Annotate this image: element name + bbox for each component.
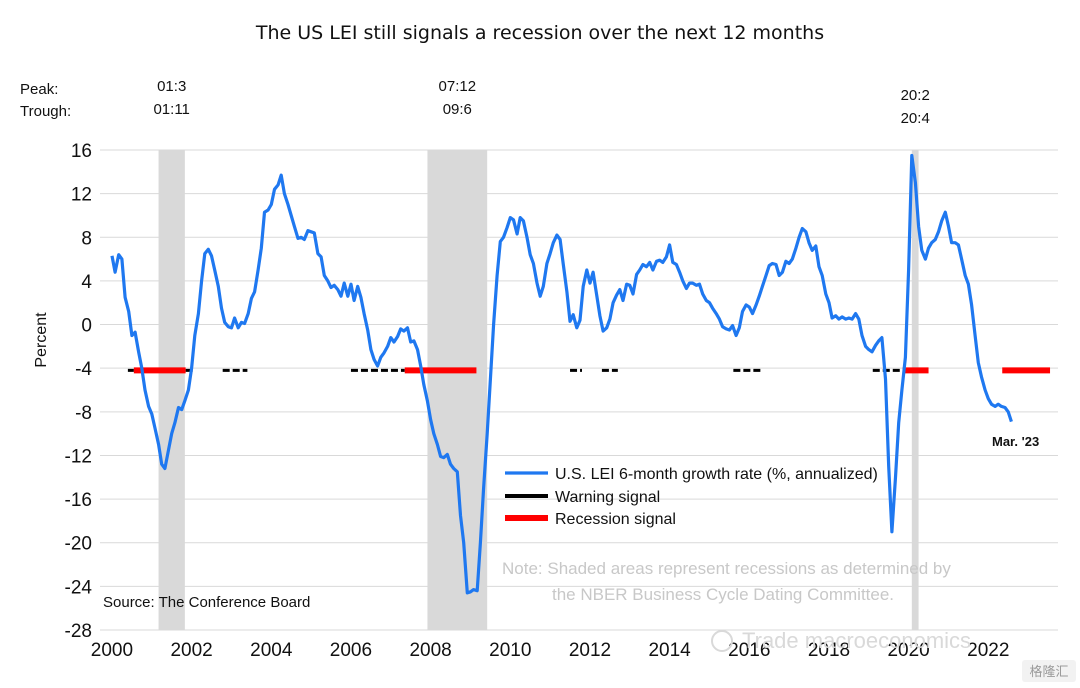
wechat-icon <box>711 630 733 652</box>
recession-shade <box>427 150 488 630</box>
x-tick-label: 2004 <box>250 640 293 661</box>
note-line-2: the NBER Business Cycle Dating Committee… <box>552 585 894 604</box>
y-tick-label: -28 <box>65 621 92 642</box>
trough-header: Trough: <box>20 103 71 120</box>
watermark-badge <box>1022 660 1076 682</box>
chart-title: The US LEI still signals a recession ove… <box>255 22 824 44</box>
y-tick-label: -8 <box>75 403 92 424</box>
y-tick-label: -16 <box>65 490 92 511</box>
x-tick-label: 2006 <box>330 640 372 661</box>
x-tick-label: 2012 <box>569 640 611 661</box>
y-tick-label: 8 <box>81 228 92 249</box>
x-tick-label: 2010 <box>489 640 531 661</box>
legend-label-recession: Recession signal <box>555 511 676 528</box>
y-tick-label: -20 <box>65 534 92 555</box>
x-tick-label: 2016 <box>728 640 770 661</box>
lei-series-line <box>110 153 1013 595</box>
recession-peak-label: 01:3 <box>157 78 186 95</box>
y-tick-label: 12 <box>71 185 92 206</box>
y-tick-label: 4 <box>81 272 92 293</box>
end-label: Mar. '23 <box>992 434 1039 449</box>
legend-label-warning: Warning signal <box>555 489 660 506</box>
y-tick-label: 0 <box>81 316 92 337</box>
peak-header: Peak: <box>20 81 58 98</box>
recession-shade <box>911 150 919 630</box>
y-tick-label: -24 <box>65 577 93 598</box>
note-line-1: Note: Shaded areas represent recessions … <box>502 559 951 578</box>
legend: U.S. LEI 6-month growth rate (%, annuali… <box>505 466 878 528</box>
watermark-badge-text: 格隆汇 <box>1029 664 1068 679</box>
recession-shade <box>158 150 185 630</box>
recession-trough-label: 20:4 <box>901 110 930 127</box>
x-tick-label: 2000 <box>91 640 133 661</box>
recession-peak-label: 07:12 <box>439 78 477 95</box>
x-tick-label: 2014 <box>648 640 691 661</box>
recession-trough-label: 01:11 <box>153 101 189 118</box>
x-tick-label: 2018 <box>808 640 850 661</box>
watermark: Trade macroeconomics 格隆汇 <box>711 628 1076 682</box>
legend-label-lei: U.S. LEI 6-month growth rate (%, annuali… <box>555 466 878 483</box>
watermark-text: Trade macroeconomics <box>742 628 971 653</box>
x-tick-label: 2008 <box>409 640 451 661</box>
x-tick-label: 2002 <box>170 640 212 661</box>
x-tick-label: 2022 <box>967 640 1009 661</box>
y-tick-label: 16 <box>71 141 92 162</box>
recession-peak-label: 20:2 <box>901 87 930 104</box>
y-axis-label: Percent <box>33 312 50 368</box>
y-tick-label: -4 <box>75 359 92 380</box>
source-note: Source: The Conference Board <box>103 594 310 611</box>
y-tick-label: -12 <box>65 446 92 467</box>
recession-trough-label: 09:6 <box>443 101 472 118</box>
x-tick-label: 2020 <box>887 640 929 661</box>
